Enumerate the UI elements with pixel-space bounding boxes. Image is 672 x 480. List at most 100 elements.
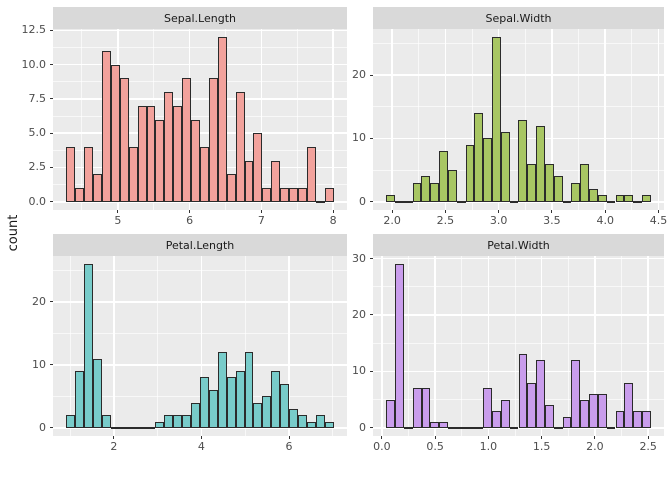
histogram-bar: [624, 195, 634, 202]
histogram-bar: [324, 188, 334, 202]
histogram-bar: [253, 402, 263, 428]
histogram-bar: [544, 163, 554, 202]
x-tick-mark: [498, 210, 500, 213]
gridline-major-horizontal: [53, 301, 347, 303]
histogram-bar: [191, 119, 200, 202]
gridline-major-horizontal: [53, 427, 347, 429]
histogram-bar: [439, 422, 448, 428]
x-tick-label: 4.5: [649, 214, 668, 227]
histogram-bar: [137, 105, 147, 202]
histogram-bar: [483, 138, 493, 202]
histogram-bar: [84, 146, 94, 202]
x-tick-label: 6: [186, 214, 194, 227]
histogram-bar: [155, 119, 165, 202]
x-tick-label: 5: [114, 214, 122, 227]
y-tick-mark: [50, 301, 53, 303]
x-tick-mark: [541, 436, 543, 439]
histogram-bar: [306, 146, 316, 202]
gridline-minor-vertical: [332, 256, 334, 436]
x-tick-label: 3.0: [489, 214, 508, 227]
histogram-bar: [66, 146, 76, 202]
zero-count-baseline: [137, 426, 147, 429]
histogram-bar: [465, 144, 475, 202]
zero-count-baseline: [403, 200, 413, 203]
y-tick-mark: [370, 137, 373, 139]
histogram-bar: [217, 352, 227, 428]
x-tick-mark: [200, 436, 202, 439]
gridline-major-horizontal: [53, 201, 347, 203]
facet-title-petal-length: Petal.Length: [165, 238, 235, 252]
gridline-major-vertical: [657, 29, 660, 210]
gridline-major-horizontal: [373, 257, 664, 260]
histogram-bar: [244, 352, 254, 428]
histogram-bar: [474, 113, 484, 202]
histogram-bar: [492, 37, 501, 202]
y-tick-label: 5.0: [28, 126, 47, 140]
histogram-bar: [447, 170, 457, 202]
histogram-bar: [633, 410, 642, 428]
histogram-bar: [289, 188, 298, 202]
y-tick-label: 30: [352, 251, 366, 265]
x-tick-label: 0.5: [426, 440, 444, 453]
histogram-bar: [262, 396, 272, 428]
gridline-major-horizontal: [373, 74, 664, 76]
zero-count-baseline: [562, 200, 572, 203]
gridline-major-vertical: [604, 29, 606, 210]
y-tick-label: 0: [359, 420, 366, 434]
gridline-minor-horizontal: [53, 47, 347, 48]
gridline-major-vertical: [647, 256, 649, 436]
histogram-bar: [518, 354, 528, 428]
histogram-bar: [527, 382, 537, 428]
gridline-minor-horizontal: [53, 115, 347, 117]
gridline-minor-vertical: [514, 256, 516, 436]
facet-title-sepal-width: Sepal.Width: [485, 11, 552, 25]
gridline-major-horizontal: [53, 98, 347, 100]
gridline-minor-vertical: [621, 256, 623, 436]
histogram-bar: [262, 188, 272, 202]
x-tick-label: 4.0: [596, 214, 614, 227]
zero-count-baseline: [633, 200, 642, 203]
gridline-major-horizontal: [373, 427, 664, 429]
gridline-major-vertical: [113, 256, 115, 436]
gridline-major-horizontal: [53, 29, 347, 32]
y-tick-label: 10: [352, 131, 366, 145]
histogram-bar: [421, 388, 431, 428]
x-tick-mark: [434, 436, 436, 439]
histogram-bar: [615, 410, 625, 428]
facet-sepal-width: Sepal.Width 2.0 2.5 3.0 3.5 4.0 4.5 0 10 20: [352, 7, 667, 227]
histogram-bar: [589, 189, 598, 202]
histogram-bar: [146, 105, 156, 202]
zero-count-baseline: [128, 426, 138, 429]
gridline-minor-horizontal: [53, 332, 347, 334]
gridline-minor-horizontal: [373, 286, 664, 288]
histogram-bar: [271, 371, 281, 428]
histogram-bar: [412, 182, 422, 202]
x-tick-label: 0.0: [373, 440, 391, 453]
x-tick-label: 7: [257, 214, 265, 227]
facet-strip: Sepal.Width: [373, 7, 664, 29]
gridline-major-vertical: [594, 256, 596, 436]
y-tick-mark: [50, 201, 53, 203]
histogram-bar: [191, 402, 200, 428]
x-tick-mark: [332, 210, 334, 213]
x-tick-mark: [288, 436, 290, 439]
histogram-bar: [217, 37, 227, 202]
zero-count-baseline: [456, 426, 466, 429]
histogram-bar: [164, 415, 174, 428]
gridline-minor-vertical: [296, 29, 298, 210]
histogram-bar: [483, 388, 493, 428]
y-tick-mark: [50, 64, 53, 66]
histogram-bar: [289, 408, 298, 428]
y-tick-label: 20: [352, 307, 366, 321]
x-tick-mark: [487, 436, 489, 439]
histogram-bar: [244, 160, 254, 202]
histogram-bar: [430, 422, 440, 428]
x-tick-mark: [381, 436, 383, 439]
y-tick-label: 10.0: [21, 57, 47, 71]
zero-count-baseline: [447, 426, 457, 429]
x-tick-mark: [260, 210, 262, 213]
zero-count-baseline: [119, 426, 129, 429]
histogram-bar: [315, 415, 325, 428]
histogram-bar: [386, 195, 396, 202]
zero-count-baseline: [315, 200, 325, 203]
